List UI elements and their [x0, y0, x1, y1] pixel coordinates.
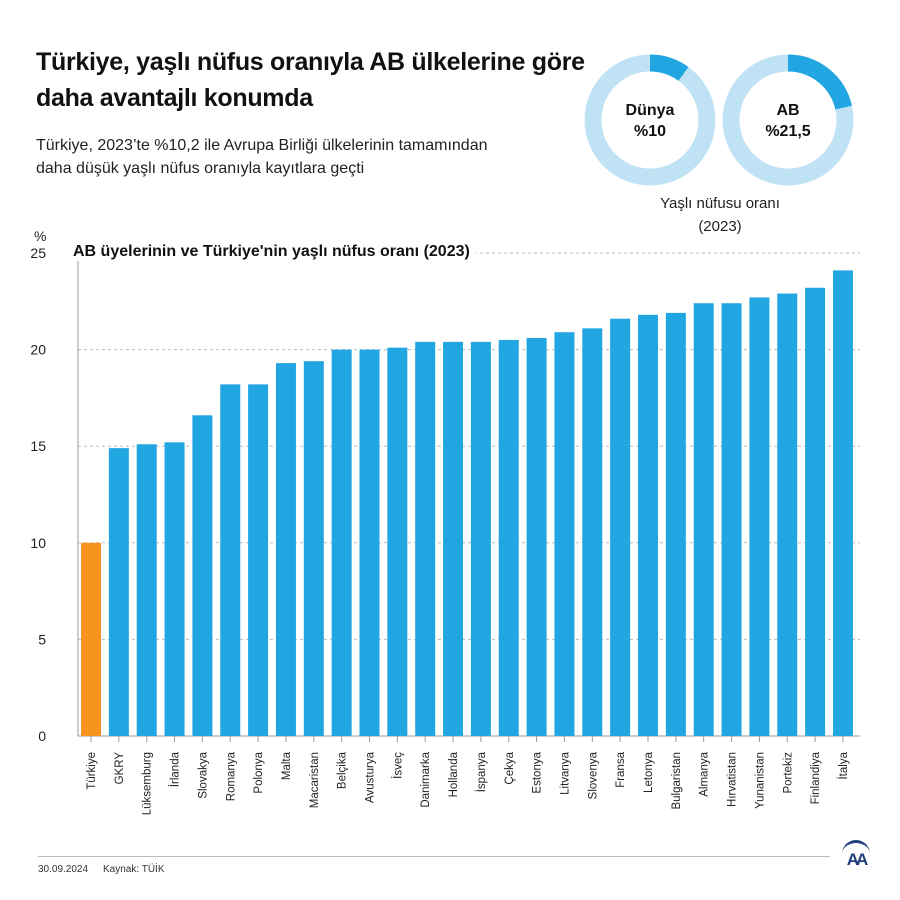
bar-İrlanda: [164, 442, 185, 736]
donut-segment: [649, 54, 689, 81]
x-tick-label: Finlandiya: [810, 751, 822, 804]
x-tick-label: Slovakya: [197, 751, 209, 798]
x-tick-label: Çekya: [504, 751, 516, 784]
x-tick-label: Litvanya: [559, 751, 571, 794]
x-tick-label: Türkiye: [86, 752, 98, 790]
x-tick-label: İsveç: [391, 752, 404, 779]
bar-Slovenya: [582, 328, 603, 736]
bar-Fransa: [610, 318, 631, 736]
donut-label-eu: AB %21,5: [765, 102, 811, 140]
x-tick-label: GKRY: [114, 752, 126, 785]
x-tick-label: Portekiz: [782, 752, 794, 794]
x-tick-label: İspanya: [475, 751, 488, 792]
bar-Letonya: [638, 314, 658, 736]
bar-Bulgaristan: [665, 312, 686, 736]
y-tick-label: 0: [38, 728, 46, 744]
bar-Belçika: [331, 349, 352, 736]
x-tick-label: Slovenya: [587, 751, 599, 799]
x-tick-label: Estonya: [532, 751, 544, 793]
footer-source: Kaynak: TÜİK: [103, 864, 165, 875]
bar-Polonya: [248, 384, 269, 736]
subtitle: Türkiye, 2023’te %10,2 ile Avrupa Birliğ…: [36, 137, 488, 177]
bar-Hollanda: [443, 341, 464, 736]
bar-Hırvatistan: [721, 303, 742, 736]
y-tick-label: 5: [38, 631, 46, 647]
x-tick-label: Almanya: [699, 751, 711, 796]
x-tick-label: Fransa: [615, 751, 627, 787]
bar-chart: 0 5 10 15 20 25 Türkiye GKRY Lüksemburg İrlanda Sl…: [30, 245, 860, 815]
donut-segment: [787, 54, 852, 110]
bar-Avusturya: [359, 349, 380, 736]
x-tick-label: Romanya: [225, 751, 237, 801]
bar-Lüksemburg: [136, 444, 157, 736]
x-tick-label: İrlanda: [169, 751, 182, 787]
bar-Türkiye: [81, 542, 101, 736]
x-tick-label: Bulgaristan: [671, 752, 683, 810]
footer-date: 30.09.2024: [38, 864, 89, 875]
y-axis-unit: %: [34, 228, 47, 244]
x-tick-label: Yunanistan: [754, 752, 766, 809]
bar-Çekya: [498, 339, 519, 736]
aa-logo: AA: [842, 840, 870, 873]
bar-GKRY: [108, 448, 129, 736]
bar-Litvanya: [554, 332, 575, 736]
chart-title: AB üyelerinin ve Türkiye'nin yaşlı nüfus…: [73, 243, 476, 261]
footer-divider: [38, 856, 830, 857]
bar-İspanya: [470, 341, 491, 736]
y-tick-label: 25: [30, 245, 46, 261]
donut-caption: Yaşlı nüfusu oranı (2023): [660, 195, 780, 235]
y-tick-label: 15: [30, 438, 46, 454]
x-tick-label: Lüksemburg: [142, 752, 154, 815]
donut-charts: [584, 54, 854, 186]
bar-Malta: [275, 363, 296, 736]
x-tick-label: Hollanda: [448, 751, 460, 797]
bar-İsveç: [387, 347, 408, 736]
x-tick-label: Polonya: [253, 751, 265, 793]
donut-label-world: Dünya %10: [625, 102, 675, 140]
bar-Yunanistan: [749, 297, 770, 736]
y-tick-label: 20: [30, 342, 46, 358]
bar-Macaristan: [303, 361, 324, 736]
x-tick-label: Macaristan: [309, 752, 321, 808]
bar-Romanya: [220, 384, 241, 736]
x-tick-label: Malta: [281, 751, 293, 780]
bar-İtalya: [832, 270, 853, 736]
page-title: Türkiye, yaşlı nüfus oranıyla AB ülkeler…: [36, 48, 585, 112]
bar-Danimarka: [415, 341, 436, 736]
bar-Slovakya: [192, 415, 213, 736]
x-tick-label: Hırvatistan: [727, 752, 739, 807]
x-tick-label: Belçika: [337, 751, 349, 789]
bar-Estonya: [526, 338, 547, 736]
x-tick-label: Letonya: [643, 751, 655, 793]
bar-Portekiz: [777, 293, 798, 736]
x-tick-label: Danimarka: [420, 751, 432, 807]
x-tick-label: Avusturya: [365, 751, 377, 803]
bar-Finlandiya: [805, 287, 826, 736]
y-tick-label: 10: [30, 535, 46, 551]
bar-Almanya: [693, 303, 714, 736]
x-tick-label: İtalya: [837, 751, 850, 779]
